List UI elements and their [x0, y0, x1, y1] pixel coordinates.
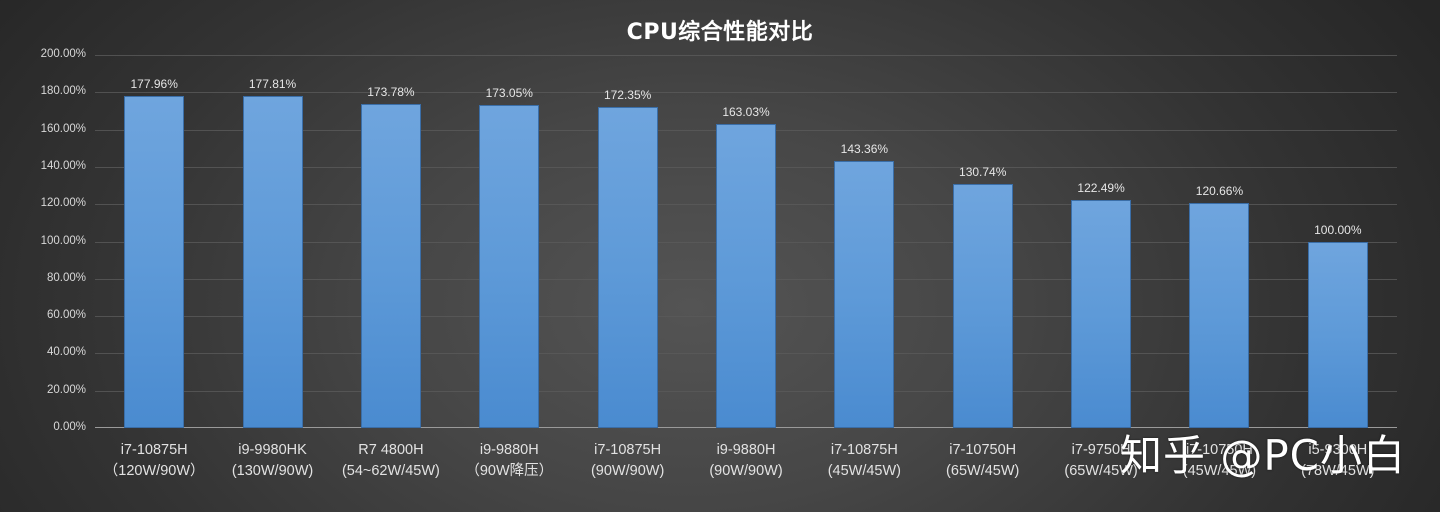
plot-area: 177.96% 177.81% 173.78% 173.05% 172.35% 163.0…: [95, 55, 1397, 428]
y-tick-label: 40.00%: [46, 346, 86, 359]
cpu-name: i7-10875H: [594, 442, 662, 458]
chart-title: CPU综合性能对比: [626, 20, 814, 45]
bar-value-label: 120.66%: [1195, 183, 1244, 198]
bar: [1307, 241, 1368, 428]
y-tick-label: 100.00%: [40, 234, 86, 247]
bar: [1071, 199, 1132, 428]
cpu-power-config: (78W/45W): [1301, 463, 1375, 479]
cpu-power-config: (45W/45W): [1182, 463, 1257, 479]
cpu-power-config: (65W/45W): [1064, 463, 1138, 479]
y-tick-label: 140.00%: [40, 159, 86, 172]
cpu-name: i7-10750H: [949, 442, 1017, 458]
bar-value-label: 177.81%: [248, 77, 297, 92]
x-tick-label: i9-9980HK (130W/90W): [208, 440, 338, 482]
cpu-power-config: (90W/90W): [590, 463, 665, 479]
y-tick-label: 200.00%: [40, 48, 86, 60]
cpu-name: i7-10875H: [830, 442, 898, 458]
watermark: 知乎 @PC小白: [1120, 431, 1407, 480]
x-tick-label: i5-9300H (78W/45W): [1273, 440, 1403, 482]
bar-value-label: 122.49%: [1077, 180, 1125, 195]
x-tick-label: i7-10875H （120W/90W）: [89, 440, 219, 482]
bar-value-label: 100.00%: [1314, 222, 1362, 237]
bar-value-label: 163.03%: [722, 104, 770, 119]
bar: [597, 106, 658, 428]
bar: [952, 184, 1013, 428]
cpu-power-config: (54~62W/45W): [341, 463, 440, 479]
bar-value-label: 172.35%: [603, 87, 652, 102]
x-tick-label: R7 4800H (54~62W/45W): [326, 440, 456, 482]
bar-value-label: 173.05%: [485, 86, 533, 101]
cpu-name: i9-9980HK: [238, 442, 307, 458]
cpu-name: i7-9750H: [1071, 442, 1131, 458]
cpu-power-config: （120W/90W）: [103, 463, 205, 479]
cpu-power-config: （90W降压）: [465, 463, 554, 479]
y-tick-label: 160.00%: [40, 122, 86, 135]
x-tick-label: i9-9880H (90W/90W): [681, 440, 811, 482]
cpu-name: R7 4800H: [358, 442, 424, 458]
bar: [479, 105, 540, 428]
gridline: [95, 92, 1397, 94]
cpu-power-config: (45W/45W): [827, 463, 902, 479]
bar-value-label: 177.96%: [130, 77, 178, 92]
cpu-name: i9-9880H: [716, 442, 776, 458]
bar: [124, 96, 185, 428]
x-tick-label: i7-10875H (90W/90W): [563, 440, 693, 482]
cpu-power-config: (130W/90W): [231, 463, 314, 479]
y-tick-label: 180.00%: [40, 85, 86, 98]
x-tick-label: i7-9750H (65W/45W): [1036, 440, 1166, 482]
cpu-name: i7-10750H: [1185, 442, 1253, 458]
x-tick-label: i7-10875H (45W/45W): [799, 440, 929, 482]
bar-value-label: 173.78%: [367, 84, 415, 99]
y-tick-label: 80.00%: [46, 271, 86, 284]
x-tick-label: i7-10750H (45W/45W): [1154, 440, 1284, 482]
bar: [360, 103, 421, 428]
y-tick-label: 60.00%: [46, 309, 86, 322]
cpu-name: i7-10875H: [120, 442, 188, 458]
x-tick-label: i9-9880H （90W降压）: [444, 440, 574, 482]
cpu-name: i5-9300H: [1308, 442, 1368, 458]
gridline: [95, 55, 1397, 56]
bar: [1189, 202, 1250, 428]
bar-value-label: 130.74%: [959, 165, 1007, 180]
x-tick-label: i7-10750H (65W/45W): [918, 440, 1048, 482]
cpu-power-config: (90W/90W): [709, 463, 783, 479]
bar-value-label: 143.36%: [840, 141, 889, 156]
cpu-name: i9-9880H: [479, 442, 539, 458]
y-tick-label: 20.00%: [46, 383, 86, 396]
bar: [242, 96, 303, 428]
y-tick-label: 0.00%: [53, 421, 86, 433]
bar: [834, 160, 895, 428]
y-tick-label: 120.00%: [40, 197, 86, 210]
cpu-power-config: (65W/45W): [946, 463, 1020, 479]
bar: [716, 123, 776, 428]
